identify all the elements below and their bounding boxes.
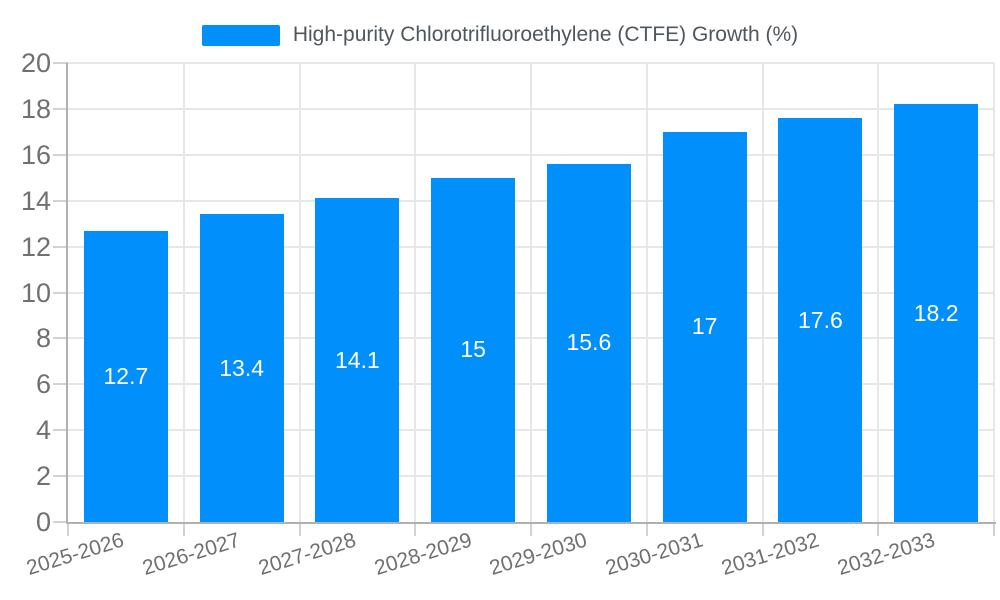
y-tick: [53, 383, 68, 386]
bar-value-label: 14.1: [334, 346, 380, 373]
y-axis-label: 14: [20, 185, 51, 216]
bar[interactable]: 17: [662, 131, 747, 522]
x-tick: [993, 524, 995, 536]
x-gridline: [530, 63, 532, 522]
bar[interactable]: 13.4: [199, 214, 284, 522]
y-tick: [53, 475, 68, 478]
x-axis-label: 2028-2029: [371, 528, 475, 580]
y-tick: [53, 245, 68, 248]
legend-label: High-purity Chlorotrifluoroethylene (CTF…: [292, 23, 799, 46]
y-axis-label: 0: [35, 507, 51, 537]
y-tick: [53, 153, 68, 156]
y-axis-label: 8: [35, 323, 51, 354]
y-axis-label: 2: [35, 461, 51, 492]
bar[interactable]: 18.2: [894, 104, 979, 522]
x-gridline: [645, 63, 648, 522]
x-tick: [182, 524, 185, 536]
bar[interactable]: 15.6: [546, 163, 631, 522]
x-tick: [530, 524, 532, 536]
x-tick: [414, 524, 417, 536]
y-tick: [53, 429, 68, 432]
x-tick: [645, 524, 648, 536]
y-tick: [53, 107, 68, 110]
x-axis-label: 2027-2028: [255, 528, 359, 580]
bar-value-label: 15: [460, 336, 486, 363]
x-gridline: [877, 63, 880, 522]
y-tick: [53, 199, 68, 202]
x-tick: [67, 524, 69, 536]
y-axis-label: 18: [20, 93, 51, 124]
x-gridline: [182, 63, 185, 522]
bar[interactable]: 12.7: [83, 230, 168, 522]
x-axis-label: 2026-2027: [140, 528, 243, 580]
bar-value-label: 17: [691, 313, 718, 340]
x-axis-label: 2030-2031: [603, 528, 706, 580]
legend[interactable]: High-purity Chlorotrifluoroethylene (CTF…: [0, 22, 1000, 48]
legend-swatch: [201, 24, 280, 46]
bar-value-label: 15.6: [566, 329, 612, 356]
x-tick: [877, 524, 880, 536]
x-gridline: [761, 63, 764, 522]
x-axis-label: 2031-2032: [718, 528, 822, 580]
y-axis-label: 6: [35, 369, 51, 400]
y-axis-label: 4: [35, 415, 51, 446]
bar-value-label: 12.7: [103, 362, 149, 389]
y-axis-label: 12: [20, 231, 51, 262]
bar-value-label: 17.6: [797, 306, 843, 333]
bar-value-label: 18.2: [913, 299, 959, 326]
bar[interactable]: 15: [431, 177, 516, 522]
bar[interactable]: 14.1: [315, 198, 400, 522]
x-tick: [298, 524, 301, 536]
bar-value-label: 13.4: [219, 354, 264, 381]
y-tick: [53, 521, 68, 523]
x-tick: [761, 524, 764, 536]
x-axis-label: 2029-2030: [487, 528, 591, 580]
x-gridline: [414, 63, 417, 522]
x-axis-label: 2032-2033: [834, 528, 938, 580]
y-axis-label: 10: [20, 277, 51, 308]
y-tick: [53, 291, 68, 294]
y-axis-line: [66, 63, 68, 524]
x-gridline: [993, 63, 995, 522]
y-axis-label: 16: [20, 139, 51, 170]
x-gridline: [298, 63, 301, 522]
bar[interactable]: 17.6: [778, 118, 863, 522]
y-tick: [53, 337, 68, 340]
y-tick: [53, 62, 68, 64]
y-axis-label: 20: [20, 48, 51, 78]
x-axis-line: [66, 522, 996, 524]
